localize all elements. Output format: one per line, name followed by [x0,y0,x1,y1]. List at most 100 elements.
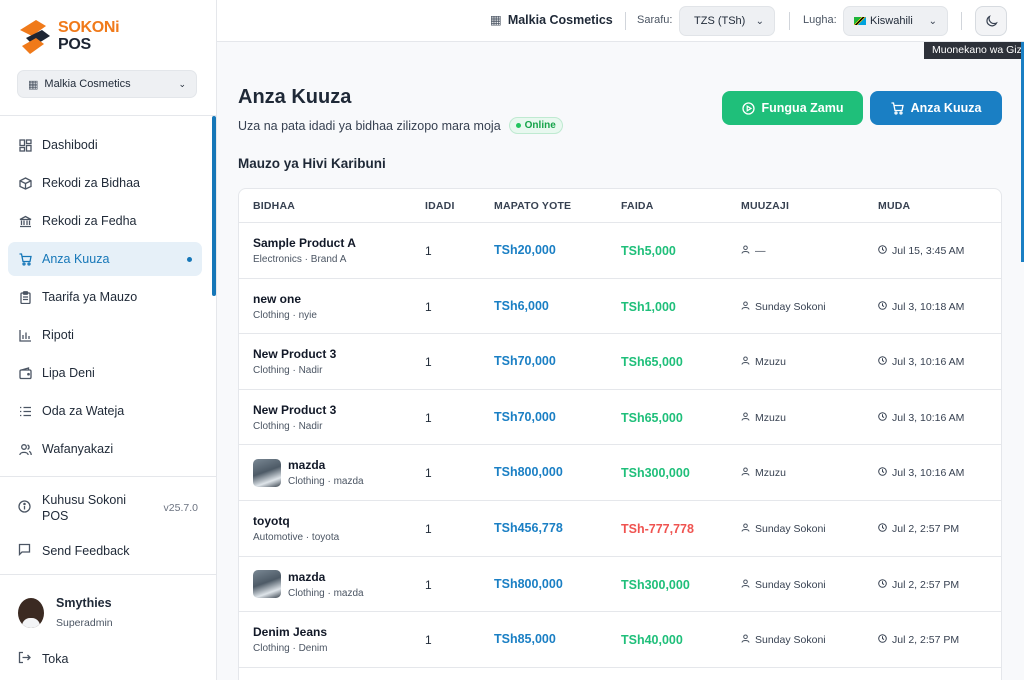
start-selling-button[interactable]: Anza Kuuza [870,91,1002,125]
currency-select[interactable]: TZS (TSh) ⌄ [679,6,775,36]
column-header-product[interactable]: BIDHAA [253,200,296,212]
revenue-cell: TSh85,000 [494,632,556,647]
sidebar-item-sales-report[interactable]: Taarifa ya Mauzo [8,280,202,314]
qty-cell: 1 [425,466,432,481]
column-header-revenue[interactable]: MAPATO YOTE [494,200,572,212]
sidebar-item-label: Lipa Deni [42,366,95,380]
brand-logo[interactable]: SOKONi POS [16,16,136,60]
tanzania-flag-icon [854,17,866,25]
seller-cell: Sunday Sokoni [741,579,826,591]
seller-cell: Mzuzu [741,467,786,479]
user-icon [741,412,750,424]
qty-cell: 1 [425,355,432,370]
seller-cell: Sunday Sokoni [741,523,826,535]
dashboard-icon [18,138,32,152]
sidebar-scrollbar[interactable] [212,116,216,296]
language-label: Lugha: [803,14,837,26]
time-cell: Jul 3, 10:16 AM [878,356,964,368]
currency-value: TZS (TSh) [694,15,746,27]
product-meta: Electronics · Brand A [253,254,347,265]
table-row[interactable]: new one Clothing · nyie 1 TSh6,000 TSh1,000 S… [239,279,1001,335]
sidebar-item-pay-debt[interactable]: Lipa Deni [8,356,202,390]
sale-time: Jul 3, 10:16 AM [892,411,965,424]
table-header: BIDHAA IDADI MAPATO YOTE FAIDA MUUZAJI M… [239,189,1001,223]
send-feedback-button[interactable]: Send Feedback [8,538,202,564]
product-meta: Clothing · mazda [288,587,364,599]
currency-label: Sarafu: [637,14,673,26]
product-meta: Automotive · toyota [253,531,340,543]
product-meta: Clothing · Nadir [253,365,323,377]
list-icon [18,404,32,418]
sidebar-item-product-records[interactable]: Rekodi za Bidhaa [8,166,202,200]
table-row[interactable]: toyotq Automotive · toyota 1 TSh456,778 TSh-… [239,501,1001,557]
column-header-time[interactable]: MUDA [878,200,911,212]
product-thumbnail [253,570,281,599]
seller-cell: Mzuzu [741,412,786,424]
page-title: Anza Kuuza [238,86,352,108]
sidebar-item-label: Dashibodi [42,138,98,152]
divider [961,12,962,30]
brand-line1: SOKONi [58,19,120,36]
user-icon [741,245,750,257]
product-meta: Clothing · nyie [253,309,317,321]
chevron-down-icon: ⌄ [928,15,937,27]
qty-cell: 1 [425,633,432,648]
divider [0,476,216,477]
sidebar-item-label: Anza Kuuza [42,252,110,266]
sidebar-item-dashboard[interactable]: Dashibodi [8,128,202,162]
table-row[interactable]: New Product 3 Clothing · Nadir 1 TSh70,000 T… [239,390,1001,446]
product-cell: New Product 3 Clothing · Nadir [253,347,336,376]
divider [625,12,626,30]
product-meta: Clothing · mazda [288,476,364,488]
dark-mode-toggle[interactable] [975,6,1007,36]
product-cell: new one Clothing · nyie [253,292,317,321]
sidebar-item-customer-orders[interactable]: Oda za Wateja [8,394,202,428]
bank-icon [18,214,32,228]
box-icon [18,176,32,190]
seller-name: Sunday Sokoni [755,578,826,591]
status-badge-label: Online [524,120,556,131]
profit-cell: TSh5,000 [621,244,676,258]
table-row[interactable]: mazda Clothing · mazda 1 TSh800,000 TSh300,0… [239,445,1001,501]
product-name: Denim Jeans [253,625,328,640]
language-select[interactable]: Kiswahili ⌄ [843,6,948,36]
seller-cell: Sunday Sokoni [741,634,826,646]
table-row[interactable]: Sample Product A Electronics · Brand A 1 TS… [239,223,1001,279]
column-header-profit[interactable]: FAIDA [621,200,654,212]
seller-name: Sunday Sokoni [755,634,826,647]
sidebar-item-reports[interactable]: Ripoti [8,318,202,352]
sale-time: Jul 15, 3:45 AM [892,245,965,257]
about-sokoni-button[interactable]: Kuhusu Sokoni POS v25.7.0 [8,488,202,528]
product-name: mazda [288,569,326,584]
column-header-qty[interactable]: IDADI [425,200,455,212]
sokoni-logo-icon [20,20,50,54]
logout-button[interactable]: Toka [8,648,202,670]
table-row[interactable]: Denim Jeans Clothing · Denim 1 TSh85,000 TSh… [239,612,1001,668]
user-icon [741,356,750,368]
clock-icon [878,356,887,368]
feedback-label: Send Feedback [42,544,130,558]
open-shift-button[interactable]: Fungua Zamu [722,91,863,125]
main-scrollbar[interactable] [1021,42,1024,262]
column-header-seller[interactable]: MUUZAJI [741,200,790,212]
play-circle-icon [741,101,755,115]
page-subtitle: Uza na pata idadi ya bidhaa zilizopo mar… [238,117,563,134]
clock-icon [878,411,887,424]
moon-icon [985,14,998,26]
sidebar-item-finance-records[interactable]: Rekodi za Fedha [8,204,202,238]
revenue-cell: TSh800,000 [494,576,563,591]
sidebar-item-employees[interactable]: Wafanyakazi [8,432,202,466]
qty-cell: 1 [425,410,432,425]
sidebar-item-start-selling[interactable]: Anza Kuuza [8,242,202,276]
product-name: New Product 3 [253,347,337,362]
store-selector[interactable]: ▦ Malkia Cosmetics ⌄ [17,70,197,98]
table-row[interactable]: mazda Clothing · mazda 1 TSh800,000 TSh300,0… [239,557,1001,613]
users-icon [18,442,32,456]
user-icon [741,467,750,479]
profit-cell: TSh40,000 [621,633,683,648]
seller-cell: — [741,245,766,257]
avatar [18,598,44,628]
table-row[interactable]: New Product 3 Clothing · Nadir 1 TSh70,000 T… [239,334,1001,390]
user-profile[interactable]: Smythies Superadmin [18,596,113,629]
product-cell: toyotq Automotive · toyota [253,514,339,543]
